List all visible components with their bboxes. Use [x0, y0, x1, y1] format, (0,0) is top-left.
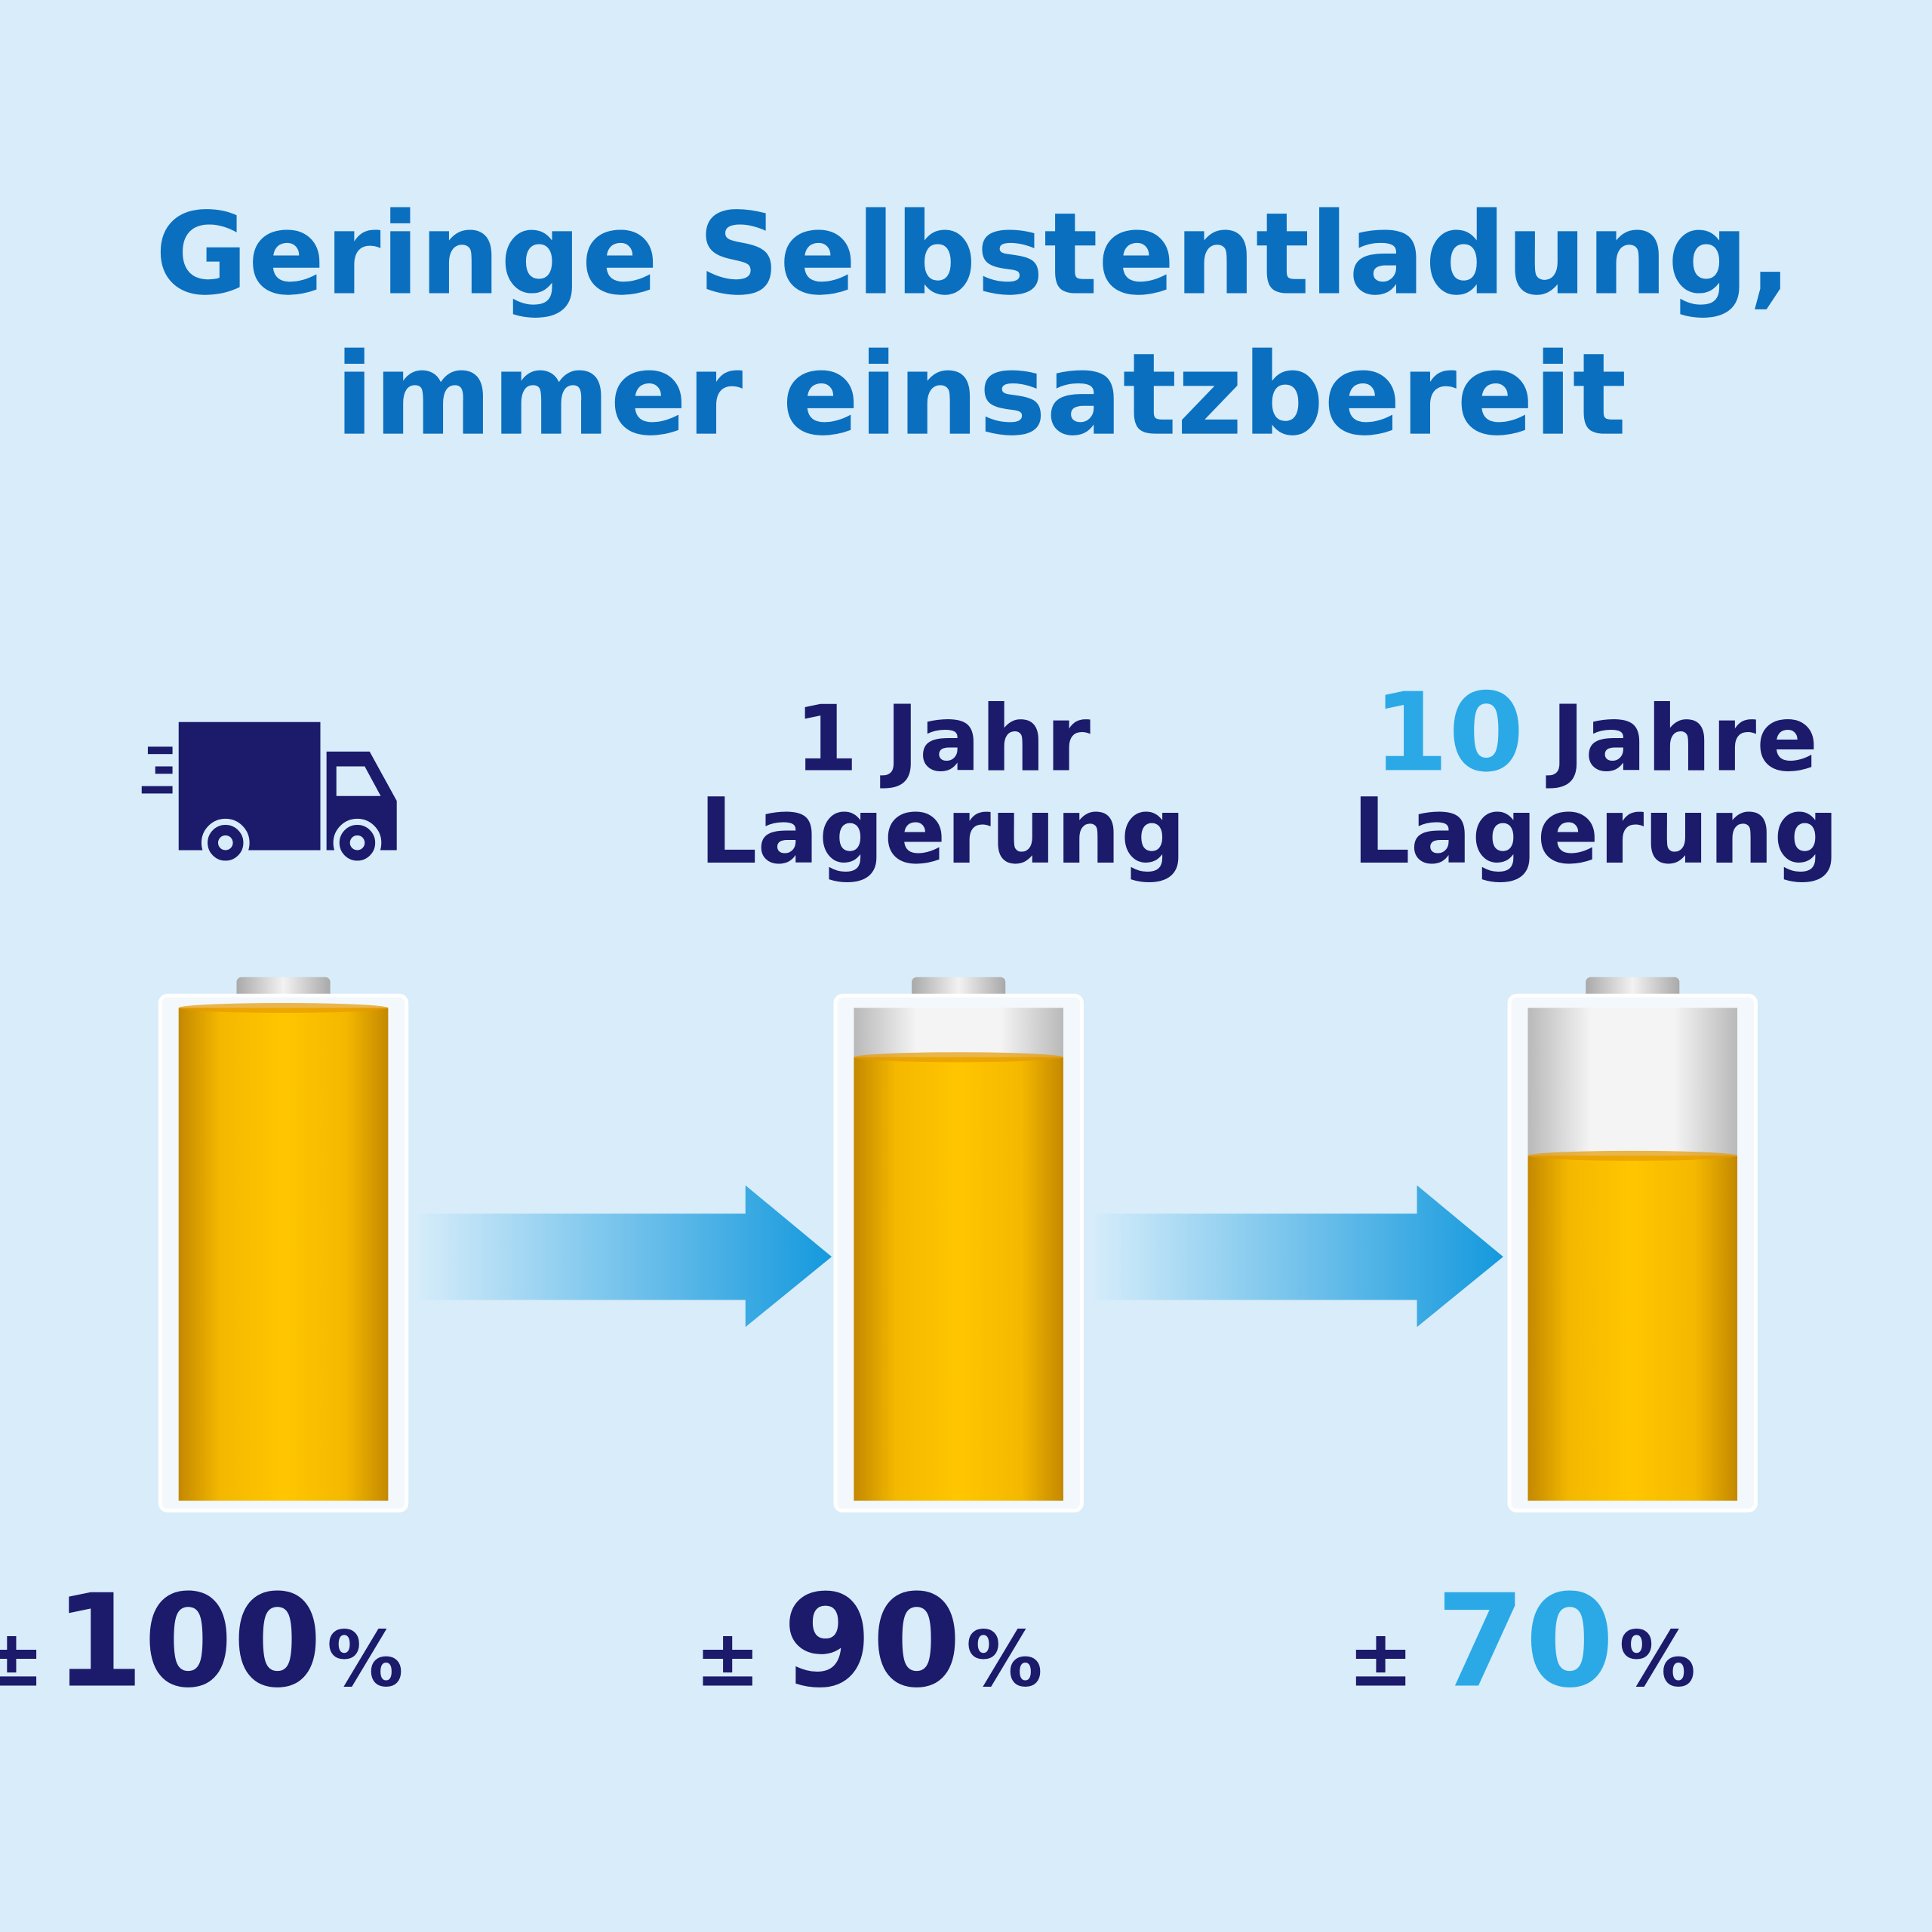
battery-charge	[1527, 1155, 1738, 1501]
charge-surface	[854, 1052, 1063, 1063]
percent-value: 90	[783, 1567, 961, 1716]
heading-word: Jahre	[1546, 686, 1818, 792]
percent-label: ±70%	[1348, 1567, 1696, 1716]
stage-heading: 1 Jahr	[795, 686, 1091, 792]
heading-word: Jahr	[880, 686, 1091, 792]
charge-surface	[178, 1002, 389, 1014]
battery	[1507, 977, 1758, 1513]
percent-label: ±100%	[0, 1567, 404, 1716]
battery	[833, 977, 1084, 1513]
percent-value: 100	[54, 1567, 321, 1716]
battery-charge	[178, 1008, 389, 1501]
heading-number: 10	[1373, 669, 1524, 795]
battery-charge	[854, 1057, 1063, 1501]
heading-number: 1	[795, 686, 858, 792]
arrow	[1094, 1185, 1503, 1327]
percent-sign: ±	[694, 1612, 761, 1704]
truck-icon	[141, 721, 397, 867]
charge-surface	[1527, 1150, 1738, 1161]
title-line: immer einsatzbereit	[335, 330, 1626, 461]
arrow	[419, 1185, 832, 1327]
stage-heading: 10 Jahre	[1373, 669, 1818, 795]
percent-sign: ±	[0, 1612, 45, 1704]
title-line: Geringe Selbstentladung,	[155, 189, 1792, 321]
percent-sign: ±	[1348, 1612, 1414, 1704]
percent-unit: %	[327, 1614, 403, 1703]
percent-value: 70	[1436, 1567, 1614, 1716]
stage-heading: Lagerung	[700, 779, 1186, 884]
percent-label: ±90%	[694, 1567, 1042, 1716]
battery	[158, 977, 409, 1513]
stage-heading: Lagerung	[1352, 779, 1839, 884]
percent-unit: %	[1619, 1614, 1695, 1703]
percent-unit: %	[966, 1614, 1042, 1703]
